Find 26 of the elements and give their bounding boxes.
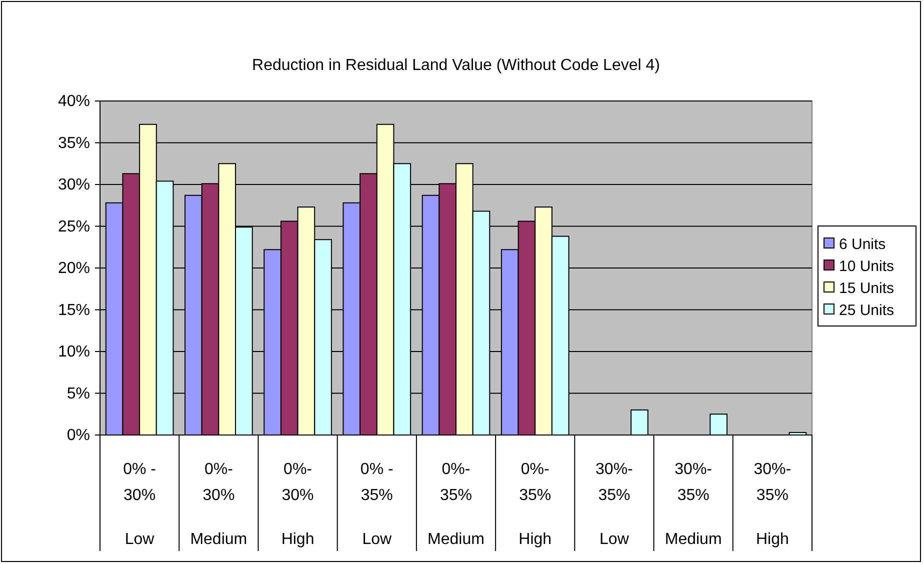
category-label: 0%-30% Medium — [190, 461, 248, 548]
y-tick-label: 15% — [58, 302, 90, 319]
legend-label: 6 Units — [839, 236, 886, 253]
y-tick-label: 25% — [58, 218, 90, 236]
legend-label: 15 Units — [839, 280, 894, 297]
category-label: 30%-35% Low — [596, 461, 633, 548]
legend-label: 10 Units — [839, 258, 894, 275]
y-tick-label: 35% — [58, 134, 90, 152]
legend-label: 25 Units — [839, 302, 894, 319]
category-label: 0%-35% High — [518, 461, 552, 548]
category-label: 0%-30% High — [281, 461, 314, 548]
chart-title: Reduction in Residual Land Value (Without Code Level 4) — [252, 57, 660, 74]
category-label: 0% - 30% Low — [123, 461, 156, 548]
y-tick-label: 20% — [58, 260, 90, 278]
bar — [630, 409, 648, 436]
bar — [710, 414, 728, 436]
category-label: 0% - 35% Low — [360, 461, 394, 548]
category-label: 30%-35% Medium — [664, 461, 722, 548]
bar — [788, 432, 807, 436]
y-tick-label: 10% — [58, 344, 90, 361]
category-label: 0%-35% Medium — [428, 461, 484, 548]
category-label: 30%-35% High — [754, 461, 792, 548]
y-tick-label: 40% — [58, 93, 90, 110]
y-tick-label: 30% — [58, 176, 90, 194]
y-tick-label: 0% — [66, 427, 90, 444]
y-tick-label: 5% — [66, 385, 90, 402]
